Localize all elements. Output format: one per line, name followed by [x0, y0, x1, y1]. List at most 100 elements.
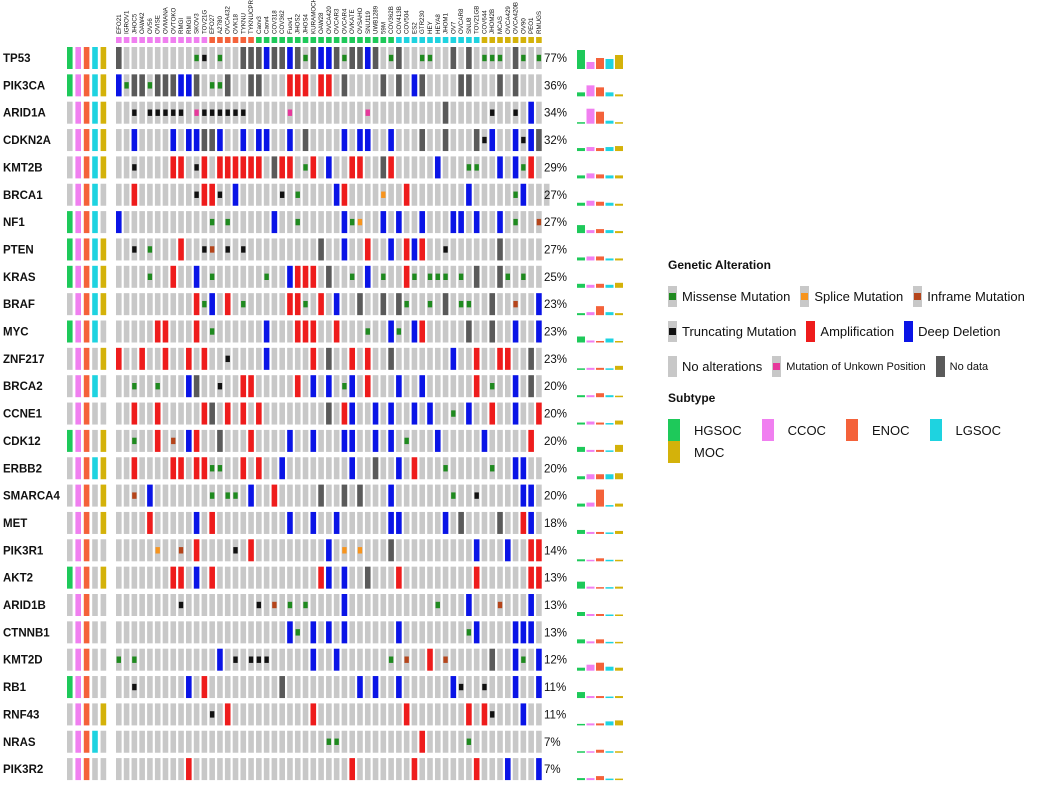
oncoprint-cell: [341, 758, 348, 781]
oncoprint-cell: [139, 484, 145, 507]
oncoprint-cell: [232, 156, 239, 179]
oncoprint-cell: [427, 484, 433, 507]
subtype-frequency-bar: [596, 449, 604, 452]
oncoprint-cell: [170, 648, 177, 671]
legend-subtype-enoc: ENOC: [845, 419, 910, 441]
oncoprint-cell: [232, 566, 239, 589]
gene-subtype-indicator: [75, 129, 81, 152]
oncoprint-cell: [162, 74, 169, 97]
oncoprint-cell: [434, 74, 441, 97]
subtype-frequency-bar: [605, 120, 614, 124]
oncoprint-cell: [419, 101, 426, 124]
subtype-frequency-bar: [577, 225, 585, 234]
sample-label: Fuov1: [287, 16, 294, 34]
mutation-marker: [458, 273, 464, 280]
oncoprint-cell: [520, 484, 527, 507]
mutation-marker: [521, 164, 526, 171]
oncoprint-cell: [396, 429, 402, 452]
oncoprint-cell: [256, 429, 262, 452]
oncoprint-cell: [473, 211, 480, 234]
oncoprint-cell: [357, 511, 363, 534]
sample-label: OVCA420: [326, 6, 333, 34]
oncoprint-cell: [489, 484, 496, 507]
oncoprint-cell: [116, 375, 122, 398]
oncoprint-cell: [341, 183, 348, 206]
gene-subtype-indicator: [92, 347, 98, 370]
oncoprint-cell: [256, 375, 262, 398]
oncoprint-cell: [217, 238, 223, 261]
sample-subtype-mark: [154, 37, 161, 43]
oncoprint-cell: [154, 402, 161, 425]
oncoprint-cell: [411, 347, 418, 370]
oncoprint-cell: [154, 429, 161, 452]
subtype-frequency-bar: [615, 341, 623, 343]
oncoprint-cell: [123, 594, 130, 616]
oncoprint-cell: [318, 183, 324, 206]
ccoc-label: CCOC: [787, 422, 826, 438]
oncoprint-cell: [403, 101, 410, 124]
mutation-marker: [147, 109, 153, 116]
oncoprint-cell: [450, 156, 457, 179]
oncoprint-cell: [536, 293, 542, 316]
oncoprint-cell: [193, 566, 200, 589]
oncoprint-cell: [442, 594, 449, 616]
oncoprint-cell: [333, 648, 340, 671]
mutation-marker: [490, 711, 495, 718]
oncoprint-cell: [505, 101, 511, 124]
sample-subtype-mark: [357, 37, 363, 43]
subtype-frequency-bar: [596, 639, 604, 644]
subtype-frequency-bar: [596, 229, 604, 234]
oncoprint-cell: [357, 74, 363, 97]
oncoprint-cell: [427, 211, 433, 234]
gene-subtype-indicator: [92, 74, 98, 97]
oncoprint-cell: [318, 347, 324, 370]
oncoprint-cell: [294, 74, 301, 97]
gene-subtype-indicator: [83, 320, 90, 343]
gene-subtype-indicator: [92, 594, 98, 616]
legend-splice: Splice Mutation: [800, 286, 903, 307]
oncoprint-cell: [154, 238, 161, 261]
sample-subtype-mark: [139, 37, 145, 43]
oncoprint-cell: [505, 703, 511, 726]
oncoprint-cell: [224, 293, 231, 316]
oncoprint-cell: [232, 703, 239, 726]
oncoprint-cell: [162, 211, 169, 234]
oncoprint-cell: [209, 375, 215, 398]
oncoprint-cell: [162, 621, 169, 644]
oncoprint-cell: [201, 484, 208, 507]
oncoprint-cell: [240, 47, 247, 69]
oncoprint-cell: [224, 457, 231, 480]
oncoprint-cell: [178, 375, 184, 398]
oncoprint-cell: [294, 676, 301, 699]
oncoprint-cell: [357, 293, 363, 316]
oncoprint-cell: [116, 730, 122, 753]
oncoprint-cell: [434, 648, 441, 671]
oncoprint-cell: [341, 730, 348, 753]
sample-subtype-mark: [287, 37, 293, 43]
oncoprint-cell: [279, 47, 285, 69]
oncoprint-cell: [333, 676, 340, 699]
subtype-frequency-bar: [586, 421, 595, 425]
oncoprint-cell: [302, 484, 309, 507]
oncoprint-cell: [279, 211, 285, 234]
oncoprint-cell: [279, 265, 285, 288]
oncoprint-cell: [139, 320, 145, 343]
oncoprint-cell: [434, 539, 441, 562]
gene-subtype-indicator: [100, 183, 107, 206]
oncoprint-cell: [473, 375, 480, 398]
oncoprint-cell: [256, 539, 262, 562]
oncoprint-cell: [170, 402, 177, 425]
oncoprint-cell: [170, 703, 177, 726]
oncoprint-cell: [497, 621, 503, 644]
gene-subtype-indicator: [67, 539, 73, 562]
oncoprint-cell: [256, 347, 262, 370]
oncoprint-cell: [333, 429, 340, 452]
oncoprint-cell: [209, 648, 215, 671]
mutation-marker: [225, 246, 230, 253]
oncoprint-cell: [224, 429, 231, 452]
subtype-frequency-bar: [605, 751, 614, 753]
oncoprint-cell: [147, 211, 153, 234]
oncoprint-cell: [263, 511, 270, 534]
oncoprint-cell: [536, 238, 542, 261]
oncoprint-cell: [489, 402, 496, 425]
